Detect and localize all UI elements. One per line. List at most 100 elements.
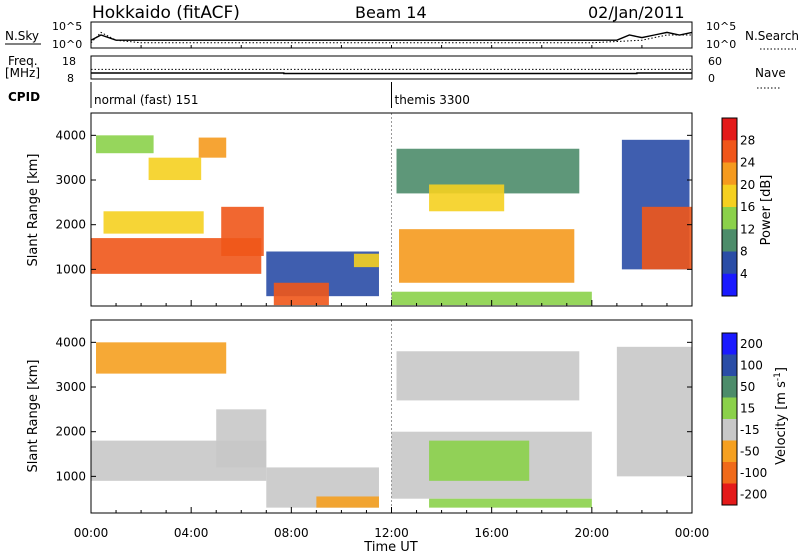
heatmap-cell (221, 206, 264, 256)
noise-right-tick-bottom: 10^0 (706, 38, 736, 51)
colorbar-frame (721, 332, 738, 506)
freq-right-tick-bottom: 0 (708, 72, 715, 85)
velocity-yticks: 1000 2000 3000 4000 (55, 335, 693, 513)
nsearch-label: N.Search (745, 29, 799, 43)
freq-label-line1: Freq. (8, 54, 38, 68)
x-tick-label: 12:00 (374, 526, 409, 540)
colorbar-tick-label: 12 (740, 222, 755, 236)
colorbar-tick-label: 4 (740, 267, 748, 281)
power-colorbar: 4 8 12 16 20 24 28 (721, 117, 755, 297)
beam-title: Beam 14 (355, 3, 427, 22)
heatmap-cell (429, 184, 505, 212)
colorbar-swatch (722, 333, 737, 355)
freq-right-tick-top: 60 (708, 55, 722, 68)
noise-panel-frame (90, 21, 693, 49)
colorbar-swatch (722, 140, 737, 163)
velocity-ylabel: Slant Range [km] (26, 360, 41, 473)
velocity-colorbar-label: Velocity [m s-1] (773, 367, 789, 465)
y-tick-label: 1000 (55, 262, 86, 276)
heatmap-cell (391, 291, 592, 306)
heatmap-cell (96, 342, 227, 374)
heatmap-cell (396, 351, 580, 401)
noise-left-tick-bottom: 10^0 (52, 38, 82, 51)
x-axis-ticks: 00:00 04:00 08:00 12:00 16:00 20:00 00:00 (74, 526, 710, 540)
cpid-program-label: normal (fast) 151 (94, 93, 198, 107)
x-tick-label: 00:00 (74, 526, 109, 540)
colorbar-tick-label: 100 (740, 358, 763, 372)
noise-right-tick-top: 10^5 (706, 20, 736, 33)
freq-series-0 (91, 72, 692, 75)
colorbar-tick-label: -200 (740, 487, 767, 501)
heatmap-cell (429, 440, 530, 481)
freq-panel-frame (90, 55, 693, 80)
colorbar-tick-label: -100 (740, 466, 767, 480)
freq-series (91, 68, 692, 75)
freq-left-tick-top: 18 (62, 55, 76, 68)
power-yticks: 1000 2000 3000 4000 (55, 128, 693, 306)
colorbar-tick-label: -15 (740, 423, 760, 437)
velocity-heatmap (91, 320, 692, 513)
colorbar-swatch (722, 207, 737, 230)
colorbar-swatch (722, 419, 737, 441)
colorbar-tick-label: 24 (740, 156, 755, 170)
heatmap-cell (103, 211, 204, 234)
x-tick-label: 04:00 (174, 526, 209, 540)
cpid-series: normal (fast) 151 themis 3300 (90, 82, 470, 108)
colorbar-swatch (722, 483, 737, 506)
colorbar-tick-label: -50 (740, 444, 760, 458)
x-tick-label: 08:00 (274, 526, 309, 540)
y-tick-label: 2000 (55, 218, 86, 232)
colorbar-swatch (722, 162, 737, 186)
y-tick-label: 1000 (55, 469, 86, 483)
colorbar-swatch (722, 273, 737, 297)
colorbar-swatch (722, 184, 737, 208)
power-heatmap (91, 113, 692, 306)
freq-label-line2: [MHz] (5, 66, 40, 80)
heatmap-cell (399, 229, 575, 283)
x-tick-label: 16:00 (474, 526, 509, 540)
velocity-colorbar: 200 100 50 15 -15 -50 -100 -200 (721, 332, 767, 506)
colorbar-tick-label: 15 (740, 401, 755, 415)
heatmap-cell (316, 496, 379, 508)
power-ylabel: Slant Range [km] (26, 154, 41, 267)
date-title: 02/Jan/2011 (588, 3, 685, 22)
noise-series (90, 31, 693, 48)
cpid-label: CPID (8, 90, 40, 104)
colorbar-frame (721, 117, 738, 297)
y-tick-label: 2000 (55, 425, 86, 439)
heatmap-cell (353, 253, 379, 268)
x-tick-label: 20:00 (575, 526, 610, 540)
nsky-label: N.Sky (5, 29, 39, 43)
colorbar-swatch (722, 462, 737, 484)
colorbar-swatch (722, 440, 737, 463)
site-title: Hokkaido (fitACF) (92, 3, 240, 23)
colorbar-tick-label: 20 (740, 178, 755, 192)
noise-series-1 (90, 31, 692, 44)
nave-label: Nave (755, 66, 786, 80)
y-tick-label: 4000 (55, 128, 86, 142)
y-tick-label: 4000 (55, 335, 86, 349)
heatmap-cell (198, 137, 227, 158)
cpid-program-label: themis 3300 (395, 93, 470, 107)
freq-left-tick-bottom: 8 (67, 72, 74, 85)
heatmap-cell (429, 498, 592, 508)
colorbar-tick-label: 50 (740, 380, 755, 394)
x-tick-label: 00:00 (675, 526, 710, 540)
colorbar-swatch (722, 118, 737, 141)
heatmap-cell (641, 206, 692, 270)
colorbar-swatch (722, 397, 737, 420)
noise-series-0 (90, 31, 693, 41)
y-tick-label: 3000 (55, 173, 86, 187)
colorbar-tick-label: 28 (740, 133, 755, 147)
noise-left-tick-top: 10^5 (52, 20, 82, 33)
colorbar-swatch (722, 354, 737, 377)
colorbar-swatch (722, 229, 737, 252)
heatmap-cell (148, 157, 202, 181)
power-colorbar-label: Power [dB] (759, 175, 774, 246)
colorbar-swatch (722, 376, 737, 398)
heatmap-cell (216, 409, 267, 468)
x-axis-label: Time UT (363, 540, 417, 554)
colorbar-tick-label: 8 (740, 245, 748, 259)
